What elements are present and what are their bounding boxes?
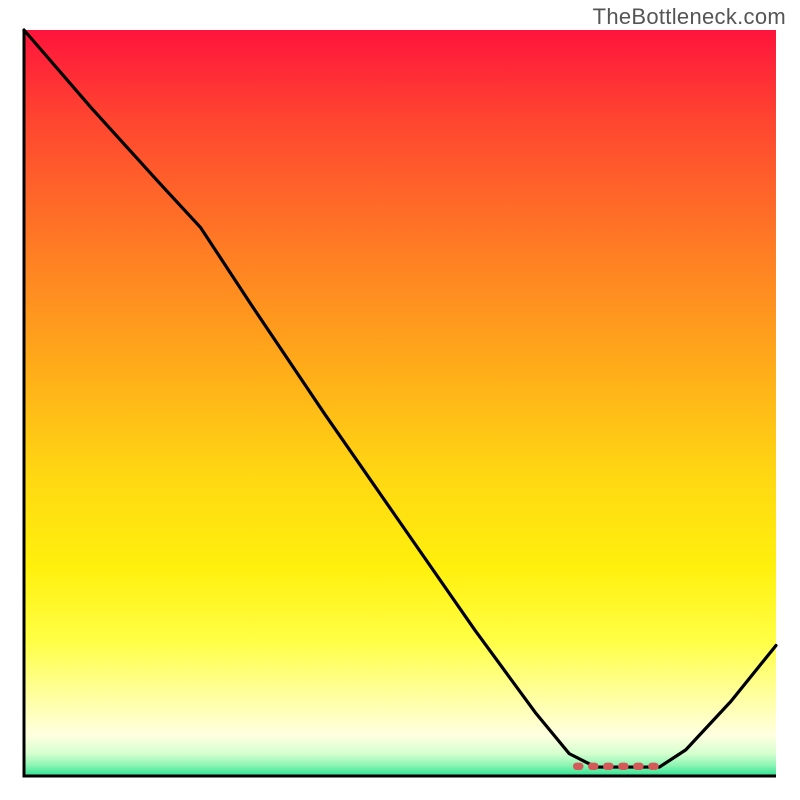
bottom-marker-segment [648,763,659,770]
watermark-text: TheBottleneck.com [593,4,786,30]
bottom-marker-segment [573,763,584,770]
bottom-marker-segment [603,763,614,770]
bottom-marker-segment [618,763,629,770]
plot-background [24,30,776,776]
bottom-marker-segment [633,763,644,770]
chart-container: TheBottleneck.com [0,0,800,800]
bottleneck-chart [0,0,800,800]
bottom-marker-segment [588,763,599,770]
